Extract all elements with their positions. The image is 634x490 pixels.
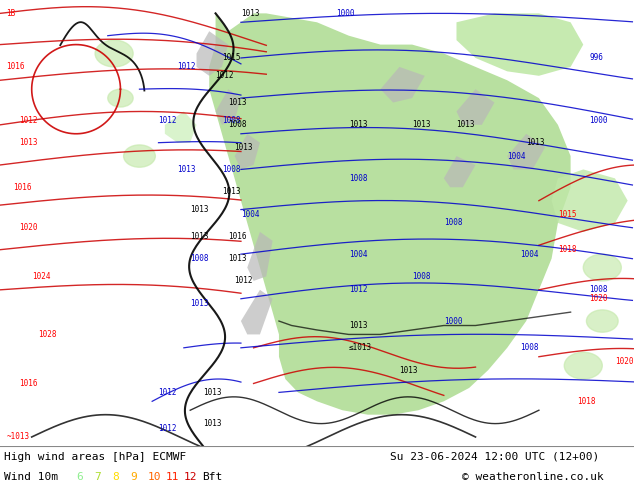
Text: 1012: 1012 <box>235 276 253 285</box>
Text: 1008: 1008 <box>590 285 608 294</box>
Circle shape <box>95 40 133 67</box>
Polygon shape <box>165 112 197 143</box>
Circle shape <box>108 89 133 107</box>
Polygon shape <box>241 290 273 334</box>
Text: 1008: 1008 <box>222 116 240 125</box>
Text: 1020: 1020 <box>590 294 608 303</box>
Text: 1013: 1013 <box>412 121 430 129</box>
Text: 1012: 1012 <box>349 285 367 294</box>
Text: 1013: 1013 <box>349 121 367 129</box>
Text: 1000: 1000 <box>336 9 354 18</box>
Text: 1012: 1012 <box>158 388 177 397</box>
Text: 1013: 1013 <box>241 9 259 18</box>
Text: 1013: 1013 <box>190 205 209 214</box>
Text: 10: 10 <box>148 472 162 482</box>
Polygon shape <box>507 134 545 170</box>
Text: 1013: 1013 <box>203 419 221 428</box>
Text: © weatheronline.co.uk: © weatheronline.co.uk <box>462 472 604 482</box>
Text: 1004: 1004 <box>507 151 526 161</box>
Text: 1000: 1000 <box>444 317 462 325</box>
Circle shape <box>124 145 155 167</box>
Text: 1013: 1013 <box>526 138 545 147</box>
Text: 1016: 1016 <box>19 379 37 388</box>
Text: 8: 8 <box>112 472 119 482</box>
Text: 1013: 1013 <box>190 232 209 241</box>
Text: 1013: 1013 <box>222 187 240 196</box>
Text: 1013: 1013 <box>19 138 37 147</box>
Circle shape <box>586 310 618 332</box>
Polygon shape <box>456 13 583 76</box>
Text: 1004: 1004 <box>520 250 538 259</box>
Text: 1008: 1008 <box>349 174 367 183</box>
Text: 1004: 1004 <box>241 210 259 219</box>
Text: 1018: 1018 <box>577 397 595 406</box>
Text: Su 23-06-2024 12:00 UTC (12+00): Su 23-06-2024 12:00 UTC (12+00) <box>390 452 599 462</box>
Polygon shape <box>197 31 228 76</box>
Text: 1012: 1012 <box>178 62 196 72</box>
Text: 1013: 1013 <box>456 121 475 129</box>
Text: 1013: 1013 <box>228 98 247 107</box>
Text: High wind areas [hPa] ECMWF: High wind areas [hPa] ECMWF <box>4 452 186 462</box>
Text: 1012: 1012 <box>19 116 37 125</box>
Text: 1008: 1008 <box>444 219 462 227</box>
Text: 1013: 1013 <box>399 366 418 374</box>
Text: 1B: 1B <box>6 9 16 18</box>
Polygon shape <box>456 89 495 125</box>
Text: Wind 10m: Wind 10m <box>4 472 58 482</box>
Text: 1013: 1013 <box>235 143 253 151</box>
Text: 1008: 1008 <box>520 343 538 352</box>
Text: 1012: 1012 <box>216 72 234 80</box>
Text: 1008: 1008 <box>228 121 247 129</box>
Text: 1018: 1018 <box>558 245 576 254</box>
Text: 1015: 1015 <box>222 53 240 62</box>
Polygon shape <box>216 89 241 125</box>
Text: 1016: 1016 <box>6 62 25 72</box>
Text: 1016: 1016 <box>228 232 247 241</box>
Text: 7: 7 <box>94 472 101 482</box>
Text: 6: 6 <box>76 472 83 482</box>
Text: 1012: 1012 <box>158 423 177 433</box>
Text: ≤1013: ≤1013 <box>349 343 372 352</box>
Text: ~1013: ~1013 <box>6 433 29 441</box>
Circle shape <box>564 352 602 379</box>
Text: 1013: 1013 <box>178 165 196 174</box>
Text: 1020: 1020 <box>19 223 37 232</box>
Text: 1013: 1013 <box>203 388 221 397</box>
Polygon shape <box>247 232 273 281</box>
Text: 996: 996 <box>590 53 604 62</box>
Text: 1013: 1013 <box>190 299 209 308</box>
Text: 11: 11 <box>166 472 179 482</box>
Text: 1015: 1015 <box>558 210 576 219</box>
Text: 1016: 1016 <box>13 183 31 192</box>
Text: 12: 12 <box>184 472 198 482</box>
Polygon shape <box>235 134 260 170</box>
Text: 1008: 1008 <box>412 272 430 281</box>
Text: 9: 9 <box>130 472 137 482</box>
Text: 1004: 1004 <box>349 250 367 259</box>
Polygon shape <box>444 156 476 187</box>
Text: 1013: 1013 <box>228 254 247 263</box>
Polygon shape <box>552 170 628 232</box>
Circle shape <box>583 254 621 281</box>
Text: 1024: 1024 <box>32 272 50 281</box>
Text: 1008: 1008 <box>190 254 209 263</box>
Text: 1000: 1000 <box>590 116 608 125</box>
Text: 1028: 1028 <box>38 330 56 339</box>
Text: 1020: 1020 <box>615 357 633 366</box>
Polygon shape <box>209 13 571 415</box>
Text: 1008: 1008 <box>222 165 240 174</box>
Text: 1012: 1012 <box>158 116 177 125</box>
Text: 1013: 1013 <box>349 321 367 330</box>
Text: Bft: Bft <box>202 472 223 482</box>
Polygon shape <box>380 67 425 102</box>
